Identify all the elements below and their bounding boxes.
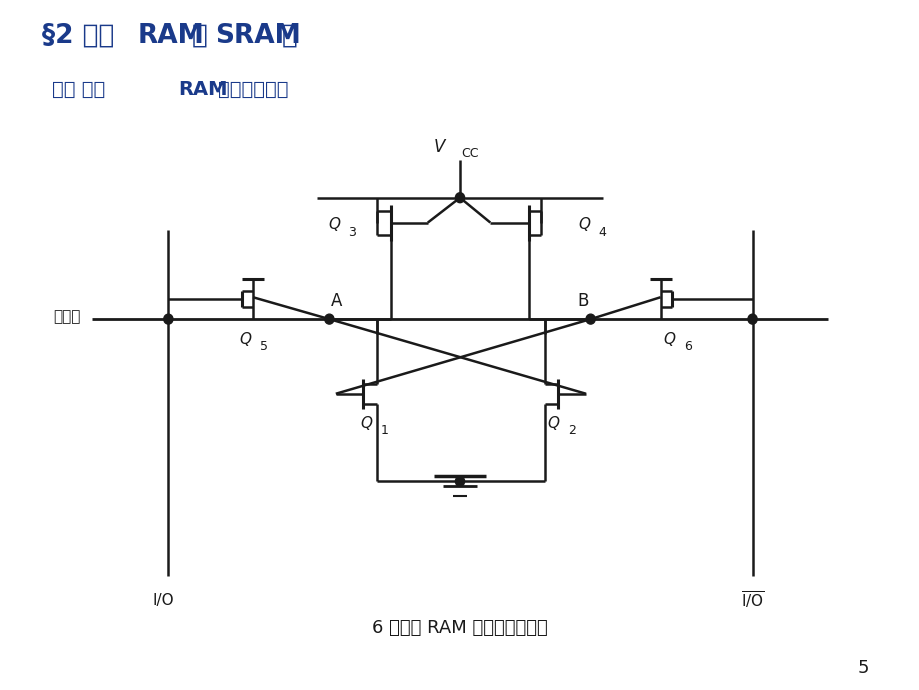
- Text: 2: 2: [568, 424, 575, 437]
- Text: CC: CC: [460, 147, 478, 160]
- Text: Q: Q: [239, 331, 252, 346]
- Text: SRAM: SRAM: [215, 23, 301, 49]
- Text: 4: 4: [598, 226, 606, 239]
- Text: 5: 5: [260, 340, 267, 353]
- Circle shape: [455, 476, 464, 486]
- Text: 5: 5: [857, 659, 868, 677]
- Circle shape: [585, 314, 595, 324]
- Text: A: A: [331, 292, 342, 310]
- Text: Q: Q: [547, 416, 560, 431]
- Text: RAM: RAM: [177, 80, 227, 99]
- Text: V: V: [434, 138, 445, 156]
- Text: 1: 1: [380, 424, 388, 437]
- Text: §2 静态: §2 静态: [42, 23, 114, 49]
- Text: $\overline{\rm I/O}$: $\overline{\rm I/O}$: [740, 590, 764, 611]
- Text: Q: Q: [577, 217, 590, 232]
- Text: 6 管静态 RAM 的基本存储电路: 6 管静态 RAM 的基本存储电路: [371, 619, 548, 637]
- Text: 一、 静态: 一、 静态: [52, 80, 105, 99]
- Text: Q: Q: [359, 416, 372, 431]
- Circle shape: [455, 193, 464, 203]
- Text: （: （: [192, 23, 208, 49]
- Text: Q: Q: [327, 217, 340, 232]
- Text: 选择线: 选择线: [53, 310, 81, 324]
- Text: ）: ）: [282, 23, 298, 49]
- Circle shape: [164, 314, 173, 324]
- Text: Q: Q: [663, 331, 675, 346]
- Text: 3: 3: [348, 226, 356, 239]
- Circle shape: [324, 314, 334, 324]
- Circle shape: [747, 314, 756, 324]
- Text: B: B: [577, 292, 588, 310]
- Text: RAM: RAM: [138, 23, 205, 49]
- Text: I/O: I/O: [153, 593, 175, 609]
- Text: 存储单元电路: 存储单元电路: [218, 80, 289, 99]
- Text: 6: 6: [684, 340, 691, 353]
